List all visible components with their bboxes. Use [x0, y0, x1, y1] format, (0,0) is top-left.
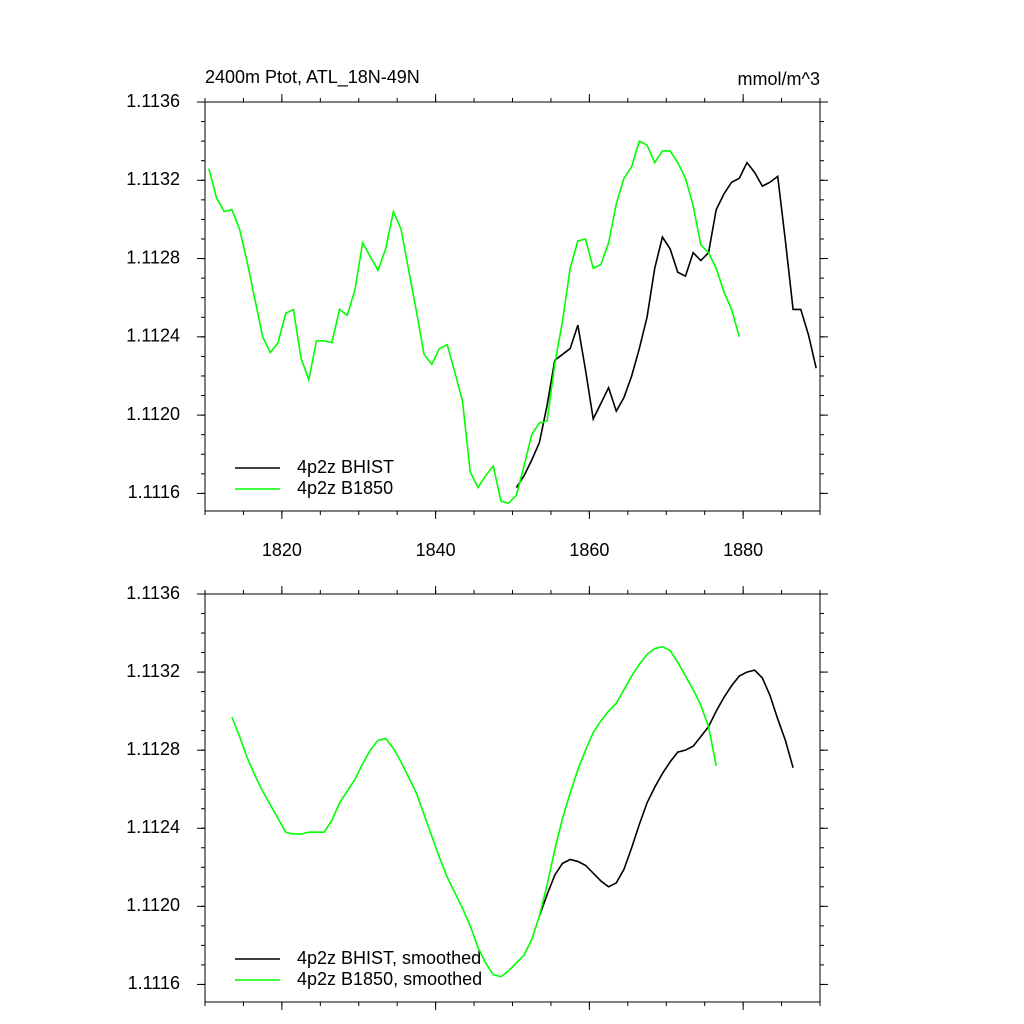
y-tick-label: 1.1120	[126, 404, 180, 424]
x-tick-label: 1820	[262, 540, 302, 560]
y-tick-label: 1.1128	[126, 739, 180, 759]
y-tick-label: 1.1120	[126, 895, 180, 915]
plot-frame	[204, 101, 821, 512]
data-line	[231, 645, 718, 978]
x-tick-label: 1880	[723, 540, 763, 560]
y-tick-label: 1.1136	[126, 583, 180, 603]
legend-label: 4p2z B1850, smoothed	[297, 969, 482, 989]
plot-frame	[204, 593, 821, 1003]
legend-label: 4p2z BHIST	[297, 457, 394, 477]
data-line	[515, 161, 817, 488]
y-tick-label: 1.1116	[128, 973, 180, 993]
y-tick-label: 1.1116	[128, 482, 180, 502]
data-line	[538, 669, 794, 917]
legend-label: 4p2z BHIST, smoothed	[297, 948, 481, 968]
x-tick-label: 1840	[416, 540, 456, 560]
y-tick-label: 1.1124	[126, 326, 180, 346]
y-tick-label: 1.1128	[126, 247, 180, 267]
y-tick-label: 1.1124	[126, 817, 180, 837]
units-label: mmol/m^3	[738, 69, 820, 89]
legend-label: 4p2z B1850	[297, 478, 393, 498]
data-line	[208, 139, 741, 505]
y-tick-label: 1.1136	[126, 91, 180, 111]
chart-title: 2400m Ptot, ATL_18N-49N	[205, 67, 420, 88]
y-tick-label: 1.1132	[126, 661, 180, 681]
y-tick-label: 1.1132	[126, 169, 180, 189]
x-tick-label: 1860	[569, 540, 609, 560]
